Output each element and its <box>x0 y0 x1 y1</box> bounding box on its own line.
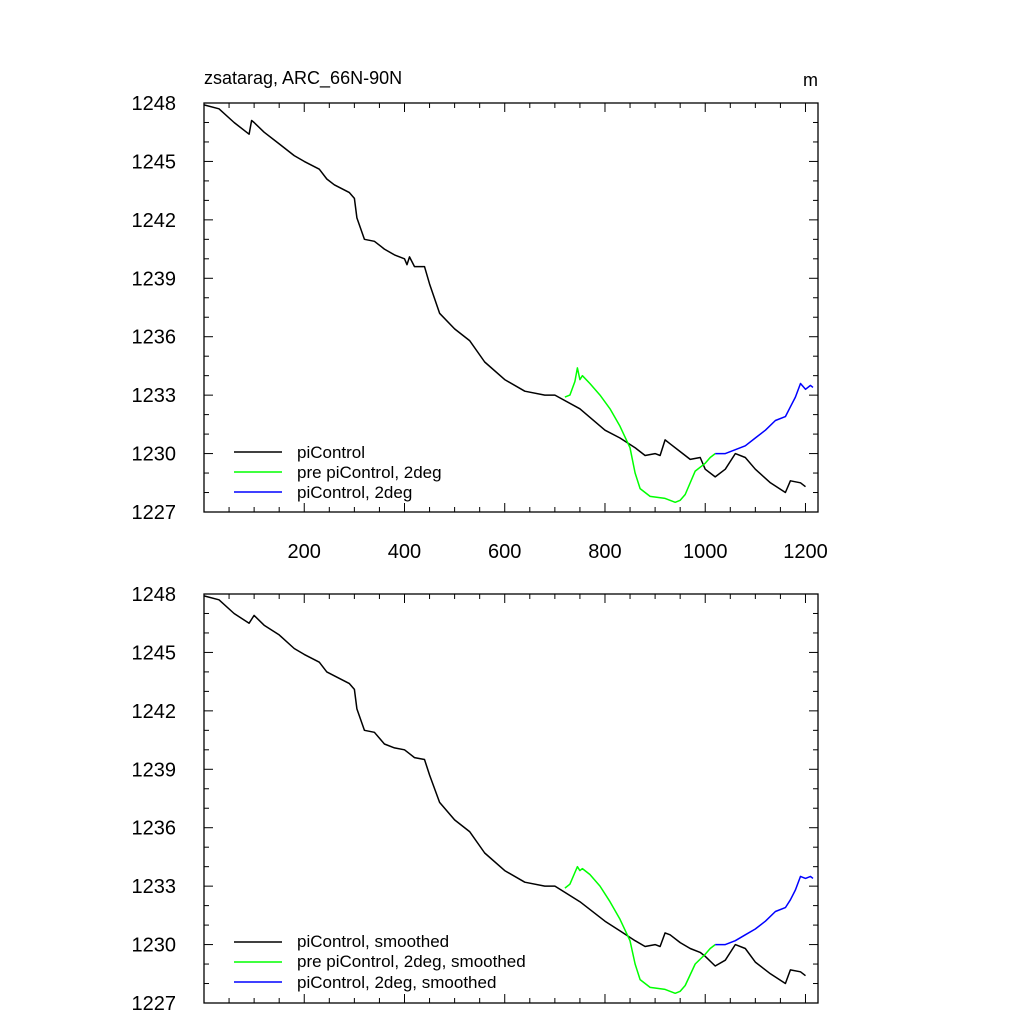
y-tick-label: 1227 <box>132 502 177 524</box>
series-line-1 <box>564 367 716 504</box>
panel-title: zsatarag, ARC_66N-90N <box>204 68 402 89</box>
y-tick-label: 1242 <box>132 701 177 723</box>
y-tick-label: 1248 <box>132 93 177 115</box>
series-lines <box>203 104 814 504</box>
legend-label-picontrol-2deg: piControl, 2deg <box>297 483 412 502</box>
y-tick-label: 1242 <box>132 210 177 232</box>
y-tick-label: 1233 <box>132 876 177 898</box>
series-line-1 <box>564 865 716 995</box>
series-line-0 <box>203 104 806 494</box>
y-tick-label: 1233 <box>132 385 177 407</box>
legend: piControl pre piControl, 2deg piControl,… <box>234 443 442 502</box>
legend-label-pre-picontrol-2deg-smoothed: pre piControl, 2deg, smoothed <box>297 952 526 971</box>
y-tick-label: 1239 <box>132 759 177 781</box>
y-tick-label: 1245 <box>132 642 177 664</box>
legend-label-picontrol-2deg-smoothed: piControl, 2deg, smoothed <box>297 973 496 992</box>
axis-ticks: 200 400 600 800 1000 1200 1227 1230 1233 1236 1239… <box>132 93 828 563</box>
series-line-0 <box>203 595 806 985</box>
axis-ticks: 1227 1230 1233 1236 1239 1242 1245 1248 <box>132 584 818 1015</box>
legend-label-picontrol-smoothed: piControl, smoothed <box>297 932 449 951</box>
panel-bottom: 1227 1230 1233 1236 1239 1242 1245 1248 piContr… <box>132 584 819 1015</box>
y-tick-label: 1239 <box>132 268 177 290</box>
legend: piControl, smoothed pre piControl, 2deg,… <box>234 932 526 992</box>
plot-frame <box>203 102 819 513</box>
y-tick-label: 1236 <box>132 327 177 349</box>
x-tick-label: 200 <box>288 541 321 563</box>
y-tick-label: 1236 <box>132 818 177 840</box>
x-tick-label: 400 <box>388 541 421 563</box>
axes-frame <box>203 102 819 513</box>
legend-label-picontrol: piControl <box>297 443 365 462</box>
units-label: m <box>803 70 818 90</box>
axes-frame <box>203 593 819 1004</box>
panel-top: zsatarag, ARC_66N-90N m 200 400 600 800 1000… <box>132 68 828 563</box>
x-tick-label: 600 <box>488 541 521 563</box>
y-tick-label: 1230 <box>132 935 177 957</box>
x-tick-label: 1200 <box>783 541 828 563</box>
series-lines <box>203 595 814 995</box>
plot-frame <box>203 593 819 1004</box>
y-tick-label: 1248 <box>132 584 177 606</box>
x-tick-label: 1000 <box>683 541 728 563</box>
x-tick-label: 800 <box>588 541 621 563</box>
y-tick-label: 1245 <box>132 151 177 173</box>
legend-label-pre-picontrol-2deg: pre piControl, 2deg <box>297 463 442 482</box>
y-tick-label: 1230 <box>132 444 177 466</box>
y-tick-label: 1227 <box>132 993 177 1015</box>
series-line-2 <box>715 382 814 455</box>
series-line-2 <box>715 875 814 946</box>
